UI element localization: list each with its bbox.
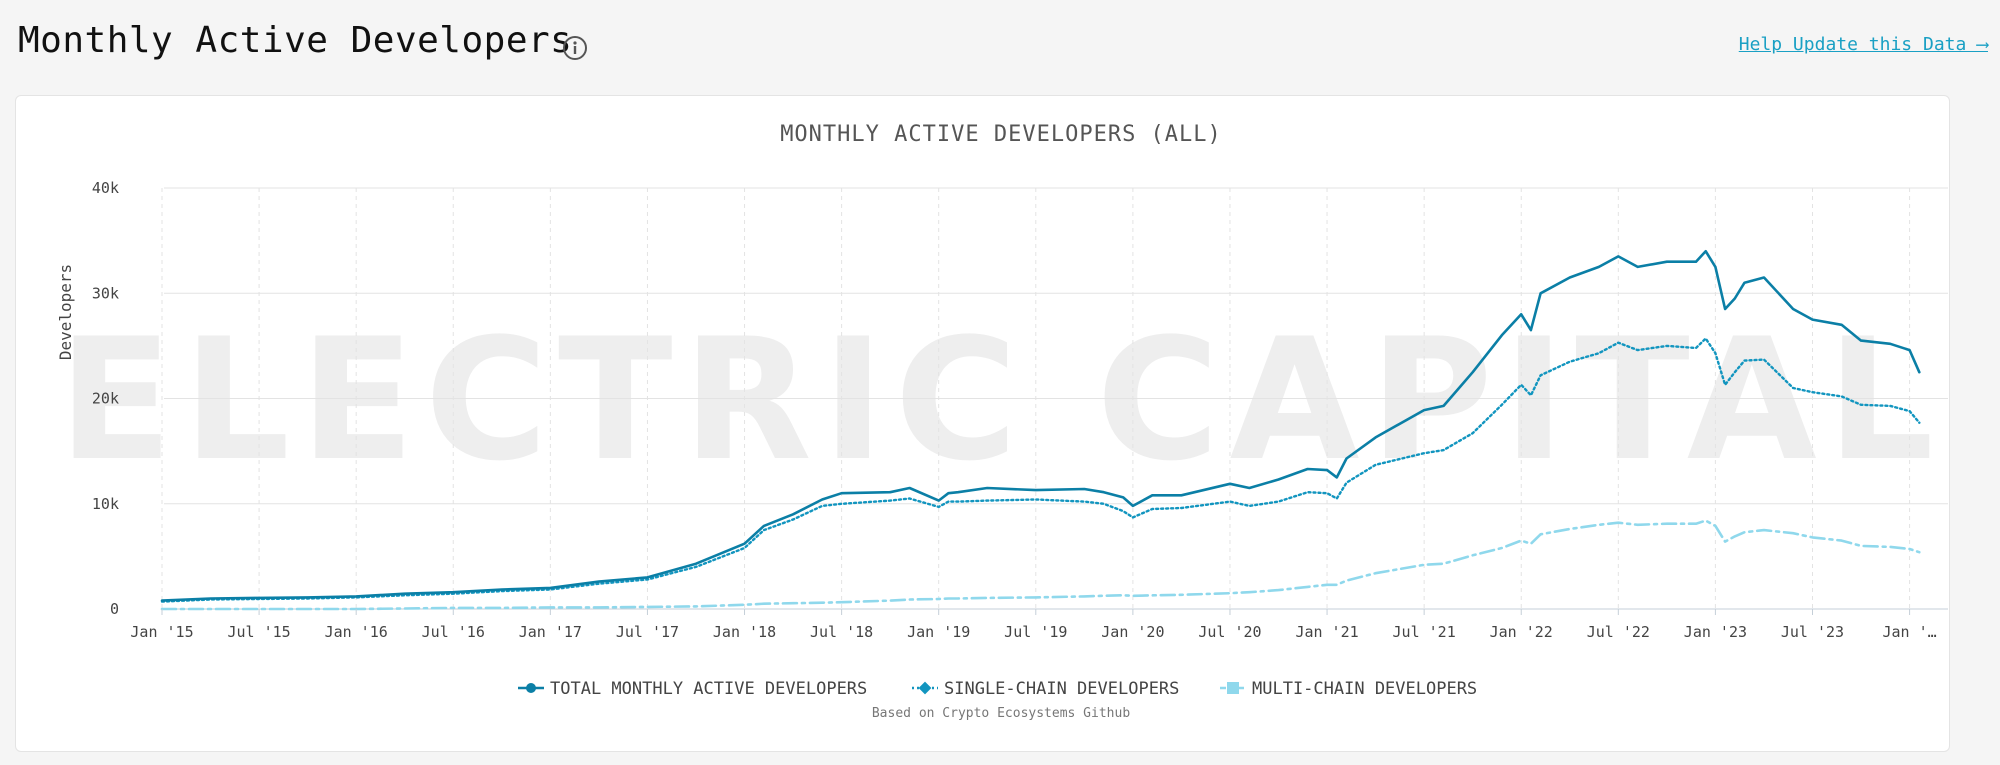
x-tick-label: Jul '17	[616, 623, 679, 641]
x-tick-label: Jan '16	[325, 623, 388, 641]
chart-legend: TOTAL MONTHLY ACTIVE DEVELOPERS SINGLE-CH…	[518, 679, 1477, 699]
series-line-single-chain	[160, 337, 1921, 603]
x-tick-label: Jul '22	[1587, 623, 1650, 641]
help-update-data-link[interactable]: Help Update this Data ⟶	[1738, 34, 1988, 55]
series-line-total	[160, 249, 1921, 602]
x-tick-label: Jul '18	[810, 623, 873, 641]
legend-marker-single-chain	[918, 681, 932, 695]
y-tick-label: 10k	[92, 495, 119, 513]
chart-footnote: Based on Crypto Ecosystems Github	[872, 706, 1130, 721]
x-tick-label: Jan '20	[1101, 623, 1164, 641]
y-axis-label: Developers	[56, 264, 75, 360]
x-tick-label: Jan '23	[1684, 623, 1747, 641]
y-tick-label: 30k	[92, 284, 119, 302]
series-line-multi-chain	[160, 519, 1921, 611]
grid-layer	[161, 187, 1948, 610]
x-tick-label: Jul '19	[1004, 623, 1067, 641]
legend-marker-total	[526, 683, 536, 693]
info-icon[interactable]	[562, 35, 588, 61]
legend-label: MULTI-CHAIN DEVELOPERS	[1252, 679, 1477, 699]
x-tick-label: Jan '…	[1882, 623, 1936, 641]
x-tick-label: Jul '20	[1198, 623, 1261, 641]
x-tick-label: Jan '21	[1295, 623, 1358, 641]
legend-label: SINGLE-CHAIN DEVELOPERS	[944, 679, 1179, 699]
legend-marker-multi-chain	[1227, 682, 1239, 694]
x-tick-label: Jul '16	[422, 623, 485, 641]
x-tick-label: Jan '19	[907, 623, 970, 641]
x-tick-label: Jan '17	[519, 623, 582, 641]
chart-title: MONTHLY ACTIVE DEVELOPERS (ALL)	[780, 122, 1222, 147]
x-tick-label: Jan '15	[130, 623, 193, 641]
y-tick-label: 20k	[92, 390, 119, 408]
page-header: Monthly Active Developers Help Update th…	[0, 0, 2000, 95]
watermark-layer: ELECTRIC CAPITAL	[58, 302, 1944, 498]
series-layer	[160, 249, 1921, 611]
axes-layer: 0 10k 20k 30k 40k Jan '15 Jul '15 Jan '16 Jul '1…	[92, 179, 1937, 641]
chart-card: ELECTRIC CAPITAL 0 10k 20k 30k 40k Jan '15 Jul…	[15, 95, 1950, 752]
x-tick-label: Jul '21	[1393, 623, 1456, 641]
y-tick-label: 0	[110, 600, 119, 618]
x-tick-label: Jan '22	[1490, 623, 1553, 641]
watermark-text: ELECTRIC CAPITAL	[58, 302, 1944, 498]
x-tick-label: Jul '15	[227, 623, 290, 641]
monthly-active-developers-chart: ELECTRIC CAPITAL 0 10k 20k 30k 40k Jan '15 Jul…	[56, 122, 1948, 721]
legend-label: TOTAL MONTHLY ACTIVE DEVELOPERS	[550, 679, 867, 699]
x-tick-label: Jul '23	[1781, 623, 1844, 641]
y-tick-label: 40k	[92, 179, 119, 197]
x-tick-label: Jan '18	[713, 623, 776, 641]
page-title: Monthly Active Developers	[18, 20, 573, 61]
